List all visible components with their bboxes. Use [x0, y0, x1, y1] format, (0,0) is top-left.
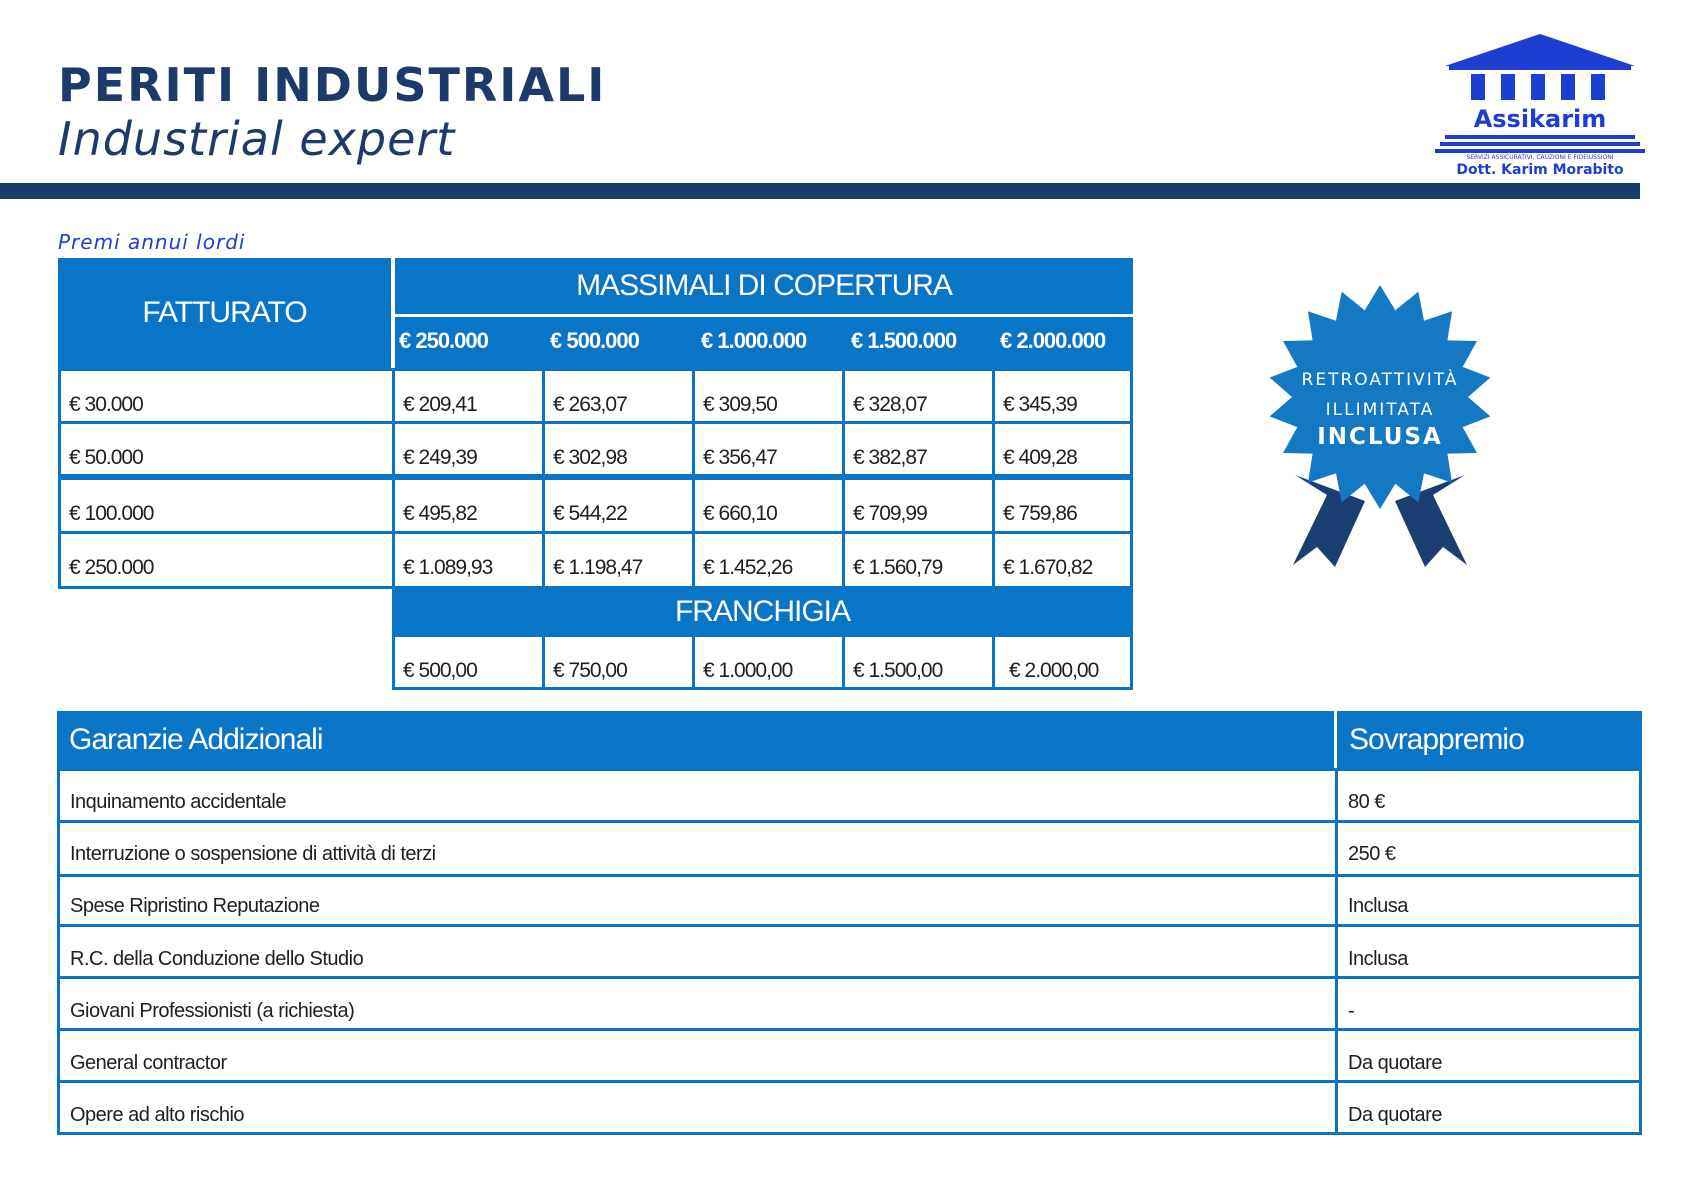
premium-cell: € 1.452,26 — [692, 531, 845, 589]
premium-cell: € 345,39 — [992, 368, 1133, 424]
franchigia-cell: € 500,00 — [392, 634, 545, 690]
franchigia-header-label: FRANCHIGIA — [674, 594, 851, 628]
guarantee-name: Opere ad alto rischio — [57, 1080, 1338, 1135]
logo-tagline: SERVIZI ASSICURATIVI, CAUZIONI E FIDEIUS… — [1466, 154, 1614, 161]
badge-line-1: RETROATTIVITÀ — [1301, 370, 1459, 390]
column-header-2000000: € 2.000.000 — [1000, 328, 1106, 353]
premium-cell: € 209,41 — [392, 368, 545, 424]
guarantee-value: Inclusa — [1335, 924, 1642, 979]
premium-cell: € 328,07 — [842, 368, 995, 424]
premium-cell: € 709,99 — [842, 477, 995, 534]
logo-owner: Dott. Karim Morabito — [1456, 162, 1624, 178]
guarantee-value: Da quotare — [1335, 1028, 1642, 1083]
fatturato-header-label: FATTURATO — [142, 296, 307, 329]
column-header-250000: € 250.000 — [399, 328, 489, 353]
premium-cell: € 660,10 — [692, 477, 845, 534]
premium-cell: € 1.670,82 — [992, 531, 1133, 589]
guarantee-name: Spese Ripristino Reputazione — [57, 874, 1338, 927]
badge-line-3: INCLUSA — [1317, 424, 1443, 450]
franchigia-cell: € 1.500,00 — [842, 634, 995, 690]
page-title: PERITI INDUSTRIALI — [58, 58, 607, 112]
guarantee-value: Inclusa — [1335, 874, 1642, 927]
guarantee-value: 250 € — [1335, 820, 1642, 877]
temple-icon — [1435, 34, 1645, 153]
badge-line-2: ILLIMITATA — [1325, 400, 1435, 420]
premium-cell: € 302,98 — [542, 421, 695, 477]
franchigia-cell: € 1.000,00 — [692, 634, 845, 690]
fatturato-cell: € 250.000 — [58, 531, 395, 589]
column-header-1500000: € 1.500.000 — [851, 328, 957, 353]
franchigia-cell: € 2.000,00 — [992, 634, 1133, 690]
premium-cell: € 263,07 — [542, 368, 695, 424]
premium-cell: € 759,86 — [992, 477, 1133, 534]
fatturato-header: FATTURATO — [58, 258, 391, 368]
premium-cell: € 1.198,47 — [542, 531, 695, 589]
guarantee-name: General contractor — [57, 1028, 1338, 1083]
premium-cell: € 1.089,93 — [392, 531, 545, 589]
logo-name: Assikarim — [1473, 105, 1607, 133]
premium-cell: € 1.560,79 — [842, 531, 995, 589]
franchigia-header: FRANCHIGIA — [392, 589, 1133, 634]
guarantee-value: Da quotare — [1335, 1080, 1642, 1135]
massimali-columns-row — [395, 317, 1133, 368]
rosette-badge-icon — [1269, 285, 1491, 567]
premium-cell: € 544,22 — [542, 477, 695, 534]
guarantee-value: 80 € — [1335, 768, 1642, 823]
premium-cell: € 409,28 — [992, 421, 1133, 477]
guarantee-name: R.C. della Conduzione dello Studio — [57, 924, 1338, 979]
guarantee-value: - — [1335, 976, 1642, 1031]
guarantee-name: Interruzione o sospensione di attività d… — [57, 820, 1338, 877]
page-subtitle: Industrial expert — [58, 112, 456, 166]
guarantees-header: Garanzie Addizionali — [57, 711, 1334, 768]
header-divider — [0, 183, 1640, 199]
massimali-header: MASSIMALI DI COPERTURA — [395, 258, 1133, 314]
guarantee-name: Inquinamento accidentale — [57, 768, 1338, 823]
section-label: Premi annui lordi — [58, 230, 246, 254]
massimali-header-label: MASSIMALI DI COPERTURA — [576, 269, 953, 302]
fatturato-cell: € 100.000 — [58, 477, 395, 534]
premium-cell: € 382,87 — [842, 421, 995, 477]
header-separator — [395, 314, 1133, 317]
premium-cell: € 249,39 — [392, 421, 545, 477]
column-header-1000000: € 1.000.000 — [701, 328, 807, 353]
guarantee-name: Giovani Professionisti (a richiesta) — [57, 976, 1338, 1031]
premium-cell: € 309,50 — [692, 368, 845, 424]
company-logo: Assikarim SERVIZI ASSICURATIVI, CAUZIONI… — [1435, 32, 1645, 182]
surcharge-header: Sovrappremio — [1337, 711, 1642, 768]
premium-cell: € 495,82 — [392, 477, 545, 534]
fatturato-cell: € 50.000 — [58, 421, 395, 477]
premium-cell: € 356,47 — [692, 421, 845, 477]
column-header-500000: € 500.000 — [550, 328, 640, 353]
fatturato-cell: € 30.000 — [58, 368, 395, 424]
franchigia-cell: € 750,00 — [542, 634, 695, 690]
